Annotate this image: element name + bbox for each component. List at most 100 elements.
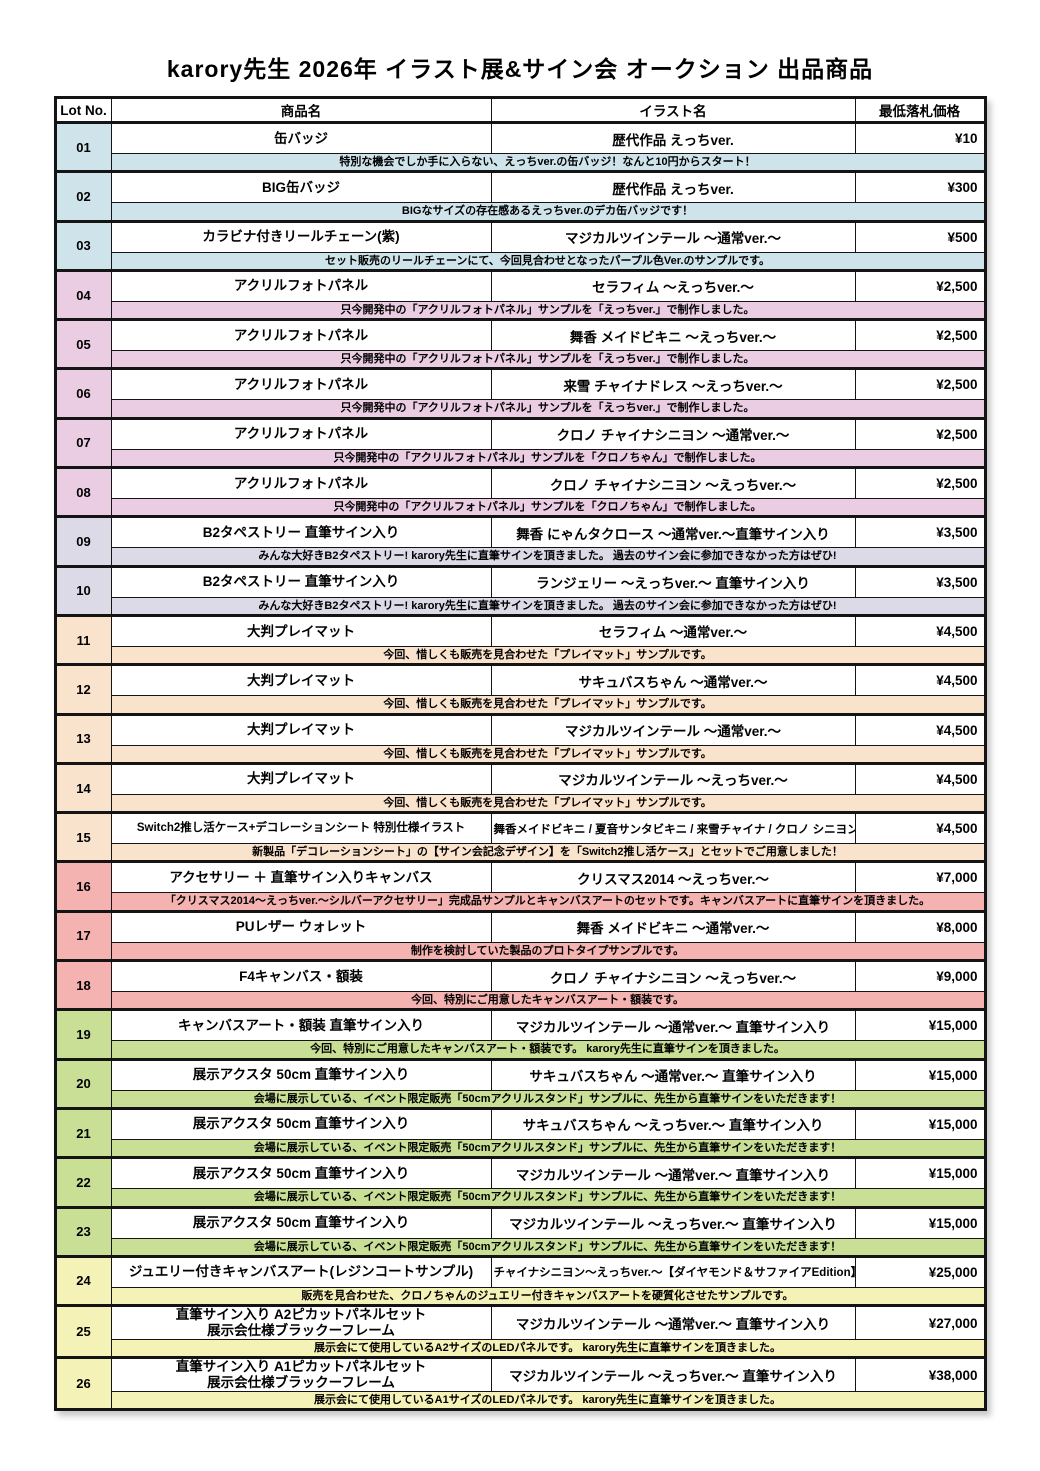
lot-number: 10 <box>54 565 112 616</box>
product-name: アクリルフォトパネル <box>110 467 492 500</box>
product-name: 大判プレイマット <box>110 614 492 647</box>
illustration-name: 舞香 にゃんタクロース ～通常ver.～直筆サイン入り <box>490 516 856 549</box>
min-price: ¥15,000 <box>854 1206 986 1239</box>
description: 展示会にて使用しているA1サイズのLEDパネルです。 karory先生に直筆サイ… <box>110 1391 986 1411</box>
product-name: アクリルフォトパネル <box>110 417 492 450</box>
col-header-min-price: 最低落札価格 <box>854 97 986 124</box>
lot-block: 21 展示アクスタ 50cm 直筆サイン入り サキュバスちゃん ～えっちver.… <box>54 1107 986 1159</box>
table-row: 13 大判プレイマット マジカルツインテール ～通常ver.～ ¥4,500 <box>54 713 986 764</box>
description: 只今開発中の「アクリルフォトパネル」サンプルを「えっちver.」で制作しました。 <box>110 399 986 419</box>
illustration-name: マジカルツインテール ～通常ver.～ <box>490 713 856 746</box>
table-row: 09 B2タペストリー 直筆サイン入り 舞香 にゃんタクロース ～通常ver.～… <box>54 516 986 567</box>
description: 今回、惜しくも販売を見合わせた「プレイマット」サンプルです。 <box>110 744 986 764</box>
description: 今回、惜しくも販売を見合わせた「プレイマット」サンプルです。 <box>110 793 986 814</box>
min-price: ¥2,500 <box>854 269 986 302</box>
description-row: 展示会にて使用しているA1サイズのLEDパネルです。 karory先生に直筆サイ… <box>55 1391 986 1411</box>
min-price: ¥2,500 <box>854 467 986 500</box>
description: セット販売のリールチェーンにて、今回見合わせとなったパープル色Ver.のサンプル… <box>110 251 986 271</box>
description-row: みんな大好きB2タペストリー! karory先生に直筆サインを頂きました。 過去… <box>55 596 986 616</box>
lot-block: 23 展示アクスタ 50cm 直筆サイン入り マジカルツインテール ～えっちve… <box>54 1206 986 1257</box>
illustration-name: サキュバスちゃん ～通常ver.～ 直筆サイン入り <box>490 1058 856 1091</box>
description: 新製品「デコレーションシート」の【サイン会記念デザイン】を「Switch2推し活… <box>110 843 986 863</box>
description: 今回、特別にご用意したキャンバスアート・額装です。 <box>110 991 986 1011</box>
min-price: ¥4,500 <box>854 664 986 697</box>
description: みんな大好きB2タペストリー! karory先生に直筆サインを頂きました。 過去… <box>110 547 986 567</box>
lot-number: 11 <box>54 614 112 666</box>
description-row: 販売を見合わせた、クロノちゃんのジュエリー付きキャンバスアートを硬質化させたサン… <box>55 1286 986 1307</box>
illustration-name: マジカルツインテール ～通常ver.～ 直筆サイン入り <box>490 1305 856 1340</box>
table-row: 26 直筆サイン入り A1ピカットパネルセット 展示会仕様ブラックーフレーム マ… <box>54 1357 986 1411</box>
description: 只今開発中の「アクリルフォトパネル」サンプルを「クロノちゃん」で制作しました。 <box>110 498 986 518</box>
description: 今回、惜しくも販売を見合わせた「プレイマット」サンプルです。 <box>110 695 986 715</box>
lot-number: 14 <box>54 762 112 814</box>
min-price: ¥15,000 <box>854 1107 986 1140</box>
lot-block: 17 PUレザー ウォレット 舞香 メイドビキニ ～通常ver.～ ¥8,000… <box>54 910 986 962</box>
lot-block: 10 B2タペストリー 直筆サイン入り ランジェリー ～えっちver.～ 直筆サ… <box>54 565 986 616</box>
min-price: ¥300 <box>854 171 986 204</box>
description: 会場に展示している、イベント限定販売「50cmアクリルスタンド」サンプルに、先生… <box>110 1138 986 1159</box>
min-price: ¥2,500 <box>854 417 986 450</box>
description-row: 会場に展示している、イベント限定販売「50cmアクリルスタンド」サンプルに、先生… <box>55 1188 986 1208</box>
illustration-name: マジカルツインテール ～通常ver.～ 直筆サイン入り <box>490 1157 856 1190</box>
description-row: 会場に展示している、イベント限定販売「50cmアクリルスタンド」サンプルに、先生… <box>55 1237 986 1257</box>
table-row: 12 大判プレイマット サキュバスちゃん ～通常ver.～ ¥4,500 <box>54 664 986 715</box>
description-row: 会場に展示している、イベント限定販売「50cmアクリルスタンド」サンプルに、先生… <box>55 1138 986 1159</box>
description: 特別な機会でしか手に入らない、えっちver.の缶バッジ！なんと10円からスタート… <box>110 152 986 173</box>
lot-number: 13 <box>54 713 112 764</box>
min-price: ¥15,000 <box>854 1058 986 1091</box>
table-row: 03 カラビナ付きリールチェーン(紫) マジカルツインテール ～通常ver.～ … <box>54 220 986 271</box>
lot-block: 03 カラビナ付きリールチェーン(紫) マジカルツインテール ～通常ver.～ … <box>54 220 986 271</box>
min-price: ¥10 <box>854 122 986 154</box>
table-row: 01 缶バッジ 歴代作品 えっちver. ¥10 <box>54 121 986 173</box>
product-name: 展示アクスタ 50cm 直筆サイン入り <box>110 1206 492 1239</box>
table-row: 15 Switch2推し活ケース+デコレーションシート 特別仕様イラスト 舞香メ… <box>54 812 986 863</box>
lot-number: 07 <box>54 417 112 469</box>
table-row: 05 アクリルフォトパネル 舞香 メイドビキニ ～えっちver.～ ¥2,500 <box>54 319 986 370</box>
lot-number: 15 <box>54 812 112 863</box>
lot-number: 22 <box>54 1157 112 1208</box>
description-row: 展示会にて使用しているA2サイズのLEDパネルです。 karory先生に直筆サイ… <box>55 1338 986 1359</box>
lot-number: 25 <box>54 1305 112 1359</box>
description-row: 只今開発中の「アクリルフォトパネル」サンプルを「クロノちゃん」で制作しました。 <box>55 498 986 518</box>
lot-block: 20 展示アクスタ 50cm 直筆サイン入り サキュバスちゃん ～通常ver.～… <box>54 1058 986 1109</box>
product-name: B2タペストリー 直筆サイン入り <box>110 565 492 598</box>
product-name: カラビナ付きリールチェーン(紫) <box>110 220 492 253</box>
min-price: ¥4,500 <box>854 762 986 795</box>
description-row: 今回、惜しくも販売を見合わせた「プレイマット」サンプルです。 <box>55 744 986 764</box>
product-name: 大判プレイマット <box>110 713 492 746</box>
description: 会場に展示している、イベント限定販売「50cmアクリルスタンド」サンプルに、先生… <box>110 1188 986 1208</box>
header-row: Lot No. 商品名 イラスト名 最低落札価格 <box>54 97 986 124</box>
min-price: ¥3,500 <box>854 565 986 598</box>
lot-block: 11 大判プレイマット セラフィム ～通常ver.～ ¥4,500 今回、惜しく… <box>54 614 986 666</box>
page-title: karory先生 2026年 イラスト展&サイン会 オークション 出品商品 <box>166 56 874 82</box>
min-price: ¥500 <box>854 220 986 253</box>
table-row: 06 アクリルフォトパネル 来雪 チャイナドレス ～えっちver.～ ¥2,50… <box>54 368 986 419</box>
lot-number: 20 <box>54 1058 112 1109</box>
min-price: ¥4,500 <box>854 713 986 746</box>
col-header-product: 商品名 <box>110 97 492 124</box>
lot-number: 16 <box>54 861 112 912</box>
illustration-name: サキュバスちゃん ～えっちver.～ 直筆サイン入り <box>490 1107 856 1140</box>
description-row: 会場に展示している、イベント限定販売「50cmアクリルスタンド」サンプルに、先生… <box>55 1089 986 1109</box>
lot-block: 25 直筆サイン入り A2ピカットパネルセット 展示会仕様ブラックーフレーム マ… <box>54 1305 986 1359</box>
description-row: 只今開発中の「アクリルフォトパネル」サンプルを「クロノちゃん」で制作しました。 <box>55 448 986 469</box>
illustration-name: 舞香 メイドビキニ ～通常ver.～ <box>490 910 856 943</box>
lot-block: 05 アクリルフォトパネル 舞香 メイドビキニ ～えっちver.～ ¥2,500… <box>54 319 986 370</box>
description-row: 今回、惜しくも販売を見合わせた「プレイマット」サンプルです。 <box>55 695 986 715</box>
description-row: 今回、惜しくも販売を見合わせた「プレイマット」サンプルです。 <box>55 793 986 814</box>
description: 会場に展示している、イベント限定販売「50cmアクリルスタンド」サンプルに、先生… <box>110 1089 986 1109</box>
lot-number: 12 <box>54 664 112 715</box>
lot-block: 08 アクリルフォトパネル クロノ チャイナシニヨン ～えっちver.～ ¥2,… <box>54 467 986 518</box>
table-row: 18 F4キャンバス・額装 クロノ チャイナシニヨン ～えっちver.～ ¥9,… <box>54 960 986 1011</box>
lot-block: 16 アクセサリー ＋ 直筆サイン入りキャンバス クリスマス2014 ～えっちv… <box>54 861 986 912</box>
min-price: ¥15,000 <box>854 1157 986 1190</box>
illustration-name: セラフィム ～えっちver.～ <box>490 269 856 302</box>
illustration-name: 歴代作品 えっちver. <box>490 171 856 204</box>
min-price: ¥3,500 <box>854 516 986 549</box>
description: 会場に展示している、イベント限定販売「50cmアクリルスタンド」サンプルに、先生… <box>110 1237 986 1257</box>
product-name: 大判プレイマット <box>110 664 492 697</box>
table-header: Lot No. 商品名 イラスト名 最低落札価格 <box>54 97 986 124</box>
lot-number: 26 <box>54 1357 112 1411</box>
description: 展示会にて使用しているA2サイズのLEDパネルです。 karory先生に直筆サイ… <box>110 1338 986 1359</box>
